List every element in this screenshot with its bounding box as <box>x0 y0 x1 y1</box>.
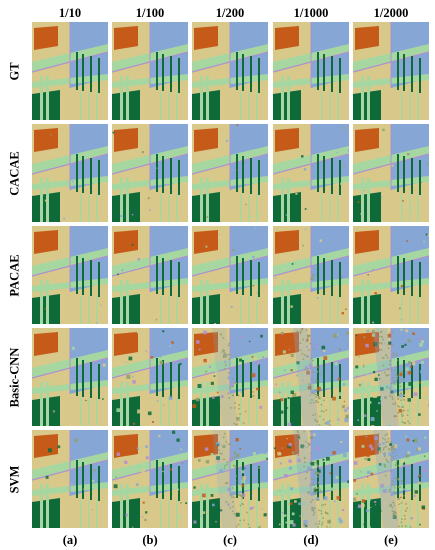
classification-map-tile <box>273 328 349 426</box>
column-header-1-10: 1/10 <box>58 6 82 20</box>
subfigure-label-b: (b) <box>142 533 158 547</box>
classification-map-image <box>353 22 429 120</box>
classification-map-image <box>273 226 349 324</box>
classification-map-image <box>353 226 429 324</box>
classification-map-image <box>192 124 268 222</box>
classification-map-image <box>32 226 108 324</box>
classification-map-tile <box>273 22 349 120</box>
subfigure-label-e: (e) <box>384 533 398 547</box>
column-header-1-2000: 1/2000 <box>373 6 409 20</box>
classification-map-image <box>112 124 188 222</box>
subfigure-label-d: (d) <box>303 533 319 547</box>
classification-map-image <box>32 22 108 120</box>
classification-map-tile <box>112 22 188 120</box>
classification-map-tile <box>192 328 268 426</box>
column-header-1-100: 1/100 <box>135 6 165 20</box>
classification-map-tile <box>192 430 268 528</box>
classification-map-image <box>273 430 349 528</box>
classification-map-tile <box>353 328 429 426</box>
classification-map-tile <box>32 22 108 120</box>
classification-map-tile <box>112 430 188 528</box>
classification-map-image <box>353 124 429 222</box>
classification-map-image <box>32 124 108 222</box>
classification-map-tile <box>273 226 349 324</box>
classification-map-image <box>273 328 349 426</box>
classification-map-image <box>112 328 188 426</box>
classification-map-image <box>32 430 108 528</box>
classification-map-tile <box>273 430 349 528</box>
row-label-basic-cnn: Basic-CNN <box>7 347 22 407</box>
classification-map-image <box>273 124 349 222</box>
classification-map-tile <box>192 124 268 222</box>
classification-map-tile <box>32 430 108 528</box>
classification-map-image <box>32 328 108 426</box>
classification-map-tile <box>353 430 429 528</box>
classification-map-tile <box>32 328 108 426</box>
classification-map-tile <box>112 328 188 426</box>
classification-map-image <box>192 22 268 120</box>
subfigure-label-a: (a) <box>62 533 78 547</box>
classification-map-image <box>273 22 349 120</box>
classification-map-tile <box>353 226 429 324</box>
row-label-cacae: CACAE <box>7 150 22 196</box>
classification-map-image <box>353 430 429 528</box>
row-label-svm: SVM <box>7 465 22 493</box>
row-label-gt: GT <box>7 61 22 81</box>
classification-map-image <box>192 328 268 426</box>
column-header-1-200: 1/200 <box>215 6 245 20</box>
classification-map-tile <box>112 226 188 324</box>
classification-map-image <box>192 430 268 528</box>
row-label-pacae: PACAE <box>7 253 22 297</box>
classification-map-tile <box>192 22 268 120</box>
classification-map-image <box>112 22 188 120</box>
classification-map-tile <box>32 226 108 324</box>
classification-map-tile <box>273 124 349 222</box>
column-header-1-1000: 1/1000 <box>293 6 329 20</box>
classification-map-image <box>353 328 429 426</box>
classification-map-image <box>192 226 268 324</box>
classification-map-image <box>112 226 188 324</box>
classification-map-tile <box>112 124 188 222</box>
classification-map-tile <box>353 22 429 120</box>
classification-map-tile <box>353 124 429 222</box>
classification-map-image <box>112 430 188 528</box>
subfigure-label-c: (c) <box>223 533 237 547</box>
classification-map-tile <box>32 124 108 222</box>
classification-map-tile <box>192 226 268 324</box>
